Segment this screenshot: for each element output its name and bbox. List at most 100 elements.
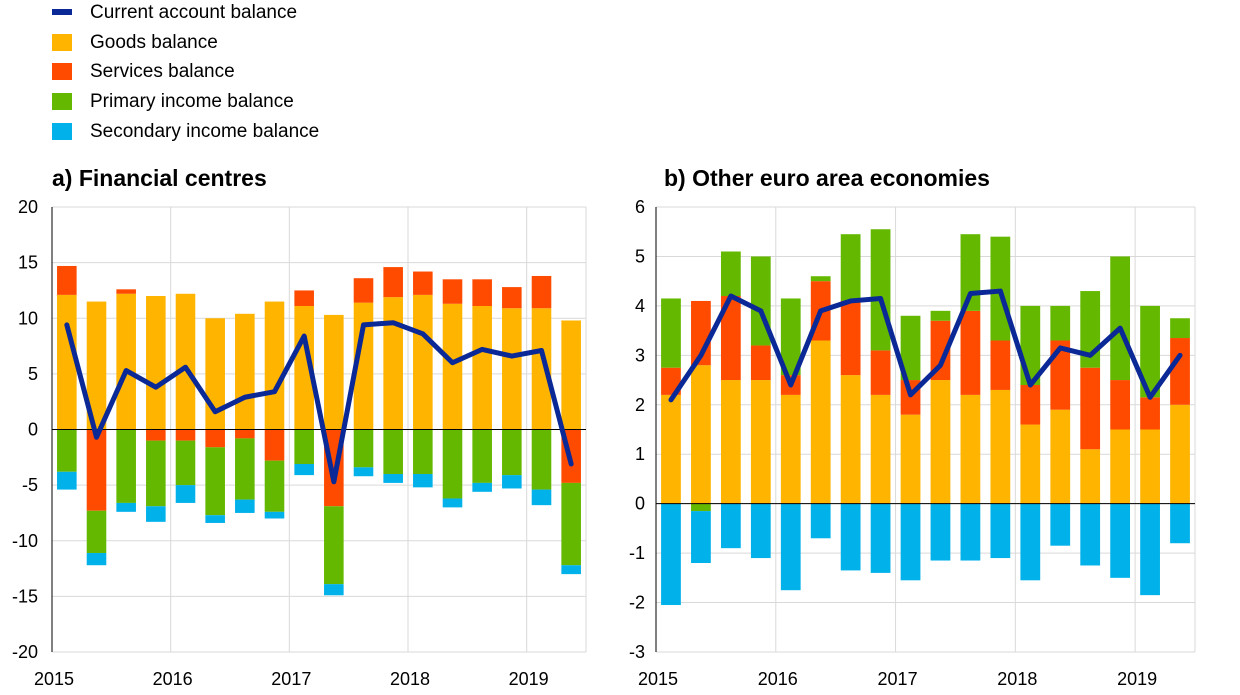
services-bar bbox=[1020, 385, 1041, 425]
secondary-bar bbox=[1080, 503, 1101, 566]
legend-item-primary-income: Primary income balance bbox=[52, 90, 472, 114]
secondary-bar bbox=[472, 482, 492, 492]
primary-bar bbox=[810, 276, 831, 282]
goods-bar bbox=[57, 294, 77, 430]
panel-title: a) Financial centres bbox=[52, 165, 267, 191]
goods-bar bbox=[840, 375, 861, 504]
goods-bar bbox=[561, 320, 581, 430]
services-bar bbox=[1080, 367, 1101, 450]
goods-swatch bbox=[52, 34, 72, 51]
secondary-bar bbox=[502, 475, 522, 489]
secondary-bar bbox=[1140, 503, 1160, 596]
services-bar bbox=[442, 279, 463, 304]
secondary-bar bbox=[1050, 503, 1071, 546]
y-tick-label: 5 bbox=[635, 246, 645, 266]
services-bar bbox=[840, 300, 861, 376]
goods-bar bbox=[870, 394, 891, 504]
panel-title: b) Other euro area economies bbox=[664, 165, 990, 191]
legend-item-goods: Goods balance bbox=[52, 31, 472, 55]
services-bar bbox=[531, 275, 552, 309]
secondary-bar bbox=[383, 474, 403, 483]
y-tick-label: 5 bbox=[28, 364, 38, 384]
legend-label: Primary income balance bbox=[90, 91, 294, 112]
goods-bar bbox=[264, 301, 285, 430]
secondary-bar bbox=[720, 503, 741, 549]
goods-bar bbox=[86, 301, 107, 430]
primary-bar bbox=[900, 315, 921, 381]
goods-bar bbox=[1170, 404, 1190, 504]
x-tick-label: 2018 bbox=[390, 669, 430, 689]
x-tick-label: 2015 bbox=[34, 669, 74, 689]
primary-bar bbox=[1050, 305, 1071, 341]
legend-label: Current account balance bbox=[90, 2, 298, 23]
primary-bar bbox=[205, 447, 225, 516]
goods-bar bbox=[531, 308, 552, 430]
services-bar bbox=[235, 429, 255, 439]
secondary-bar bbox=[780, 503, 801, 591]
secondary-bar bbox=[413, 474, 433, 488]
secondary-bar bbox=[900, 503, 921, 581]
goods-bar bbox=[691, 365, 711, 504]
x-tick-label: 2019 bbox=[509, 669, 549, 689]
primary-bar bbox=[561, 482, 581, 566]
primary-bar bbox=[146, 440, 166, 507]
goods-bar bbox=[810, 340, 831, 504]
primary-bar bbox=[531, 429, 552, 490]
x-tick-label: 2018 bbox=[997, 669, 1037, 689]
services-bar bbox=[960, 310, 981, 395]
secondary-bar bbox=[531, 489, 552, 506]
goods-bar bbox=[324, 314, 344, 430]
secondary-bar bbox=[175, 485, 196, 503]
services-bar bbox=[264, 429, 285, 461]
goods-bar bbox=[990, 389, 1011, 504]
secondary-bar bbox=[840, 503, 861, 571]
goods-bar bbox=[1080, 449, 1101, 504]
y-tick-label: -5 bbox=[22, 475, 38, 495]
y-tick-label: -2 bbox=[629, 593, 645, 613]
legend: Current account balance Goods balance Se… bbox=[52, 0, 472, 150]
goods-bar bbox=[175, 293, 196, 430]
goods-bar bbox=[442, 303, 463, 430]
secondary-bar bbox=[116, 502, 136, 512]
y-tick-label: 0 bbox=[635, 494, 645, 514]
goods-bar bbox=[383, 297, 403, 430]
secondary-bar bbox=[353, 467, 374, 477]
services-bar bbox=[205, 429, 225, 448]
primary-income-swatch bbox=[52, 93, 72, 110]
primary-bar bbox=[86, 510, 107, 553]
secondary-bar bbox=[324, 584, 344, 596]
x-tick-label: 2016 bbox=[153, 669, 193, 689]
primary-bar bbox=[661, 298, 681, 368]
primary-bar bbox=[840, 234, 861, 301]
goods-bar bbox=[960, 394, 981, 504]
legend-item-secondary-income: Secondary income balance bbox=[52, 120, 472, 144]
services-bar bbox=[86, 429, 107, 511]
y-tick-label: 2 bbox=[635, 395, 645, 415]
services-bar bbox=[472, 279, 492, 307]
services-bar bbox=[353, 278, 374, 303]
secondary-bar bbox=[930, 503, 951, 561]
goods-bar bbox=[930, 380, 951, 504]
services-bar bbox=[175, 429, 196, 441]
primary-bar bbox=[324, 506, 344, 585]
secondary-bar bbox=[1020, 503, 1041, 581]
secondary-bar bbox=[661, 503, 681, 606]
services-bar bbox=[750, 345, 771, 381]
primary-bar bbox=[294, 429, 314, 464]
y-tick-label: 10 bbox=[18, 308, 38, 328]
services-bar bbox=[870, 350, 891, 395]
current-account-line bbox=[64, 320, 574, 485]
y-tick-label: -15 bbox=[12, 586, 38, 606]
secondary-bar bbox=[294, 463, 314, 476]
secondary-bar bbox=[691, 511, 711, 563]
secondary-bar bbox=[750, 503, 771, 559]
primary-bar bbox=[1170, 318, 1190, 339]
primary-bar bbox=[264, 460, 285, 512]
primary-bar bbox=[235, 438, 255, 500]
secondary-bar bbox=[1170, 503, 1190, 544]
x-tick-label: 2017 bbox=[271, 669, 311, 689]
goods-bar bbox=[146, 296, 166, 430]
goods-bar bbox=[502, 308, 522, 430]
goods-bar bbox=[900, 414, 921, 504]
